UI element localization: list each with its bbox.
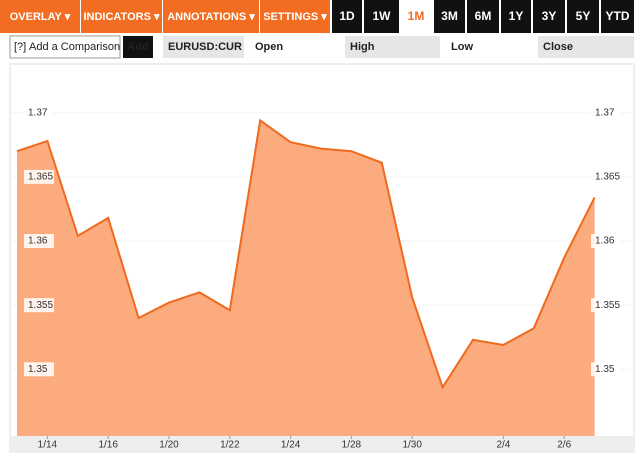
range-button[interactable] [501,0,531,33]
line [16,118,596,390]
y-tick-box-left [24,362,54,377]
x-tick-label: 1/14 [38,440,58,451]
menu-button[interactable] [260,0,330,33]
x-tick-label: 1/20 [159,440,179,451]
field-label: Close [543,41,573,53]
y-tick-label-left: 1.35 [28,364,48,375]
range-button[interactable] [567,0,599,33]
range-button[interactable] [533,0,565,33]
symbol-box [163,36,244,58]
y-tick-label-right: 1.36 [595,236,615,247]
menu-button[interactable] [81,0,162,33]
range-button[interactable] [332,0,362,33]
x-axis-strip [10,436,634,452]
y-tick-label-left: 1.355 [28,300,53,311]
range-button[interactable] [364,0,399,33]
field-box [538,36,634,58]
y-tick-label-right: 1.365 [595,172,620,183]
x-tick-label: 1/30 [402,440,422,451]
help-icon[interactable]: [?] [14,41,26,53]
y-tick-box-left [24,105,54,120]
area [17,120,595,436]
field-label: High [350,41,375,53]
range-label[interactable]: 1D [339,9,355,23]
menu-label[interactable]: OVERLAY ▾ [10,11,71,23]
y-tick-box-right [591,169,621,184]
menu-label[interactable]: SETTINGS ▾ [263,11,327,23]
menu-label[interactable]: INDICATORS ▾ [83,11,159,23]
menu-button[interactable] [163,0,259,33]
y-tick-box-left [24,298,54,313]
y-tick-box-right [591,362,621,377]
range-button[interactable] [467,0,499,33]
menu-button[interactable] [0,0,80,33]
x-tick-label: 2/6 [557,440,571,451]
y-tick-label-left: 1.36 [28,236,48,247]
symbol: EURUSD:CUR [168,41,242,53]
range-label[interactable]: 3M [441,9,458,23]
range-button[interactable] [434,0,465,33]
field-box [345,36,440,58]
range-label[interactable]: YTD [606,9,630,23]
y-tick-box-right [591,234,621,249]
x-tick-label: 1/16 [98,440,118,451]
x-tick-label: 1/22 [220,440,240,451]
y-tick-label-left: 1.365 [28,172,53,183]
range-label[interactable]: 5Y [576,9,591,23]
y-tick-box-right [591,105,621,120]
x-tick-label: 1/28 [342,440,362,451]
range-label[interactable]: 1W [373,9,392,23]
range-button[interactable] [400,0,432,33]
y-tick-label-left: 1.37 [28,107,48,118]
add-button[interactable] [123,36,153,58]
x-tick-label: 2/4 [496,440,510,451]
y-tick-box-left [24,234,54,249]
comparison-placeholder[interactable]: Add a Comparison [29,41,120,53]
x-tick-label: 1/24 [281,440,301,451]
range-label[interactable]: 6M [475,9,492,23]
range-label[interactable]: 1M [408,9,425,23]
comparison-input[interactable] [9,35,121,59]
field-label: Low [451,41,473,53]
y-tick-label-right: 1.355 [595,300,620,311]
y-tick-box-left [24,169,54,184]
field-label: Open [255,41,283,53]
range-label[interactable]: 3Y [542,9,557,23]
range-button[interactable] [601,0,634,33]
y-tick-box-right [591,298,621,313]
range-label[interactable]: 1Y [509,9,524,23]
y-tick-label-right: 1.37 [595,107,615,118]
add-label[interactable]: Add [127,41,148,53]
y-tick-label-right: 1.35 [595,364,615,375]
menu-label[interactable]: ANNOTATIONS ▾ [167,11,255,23]
